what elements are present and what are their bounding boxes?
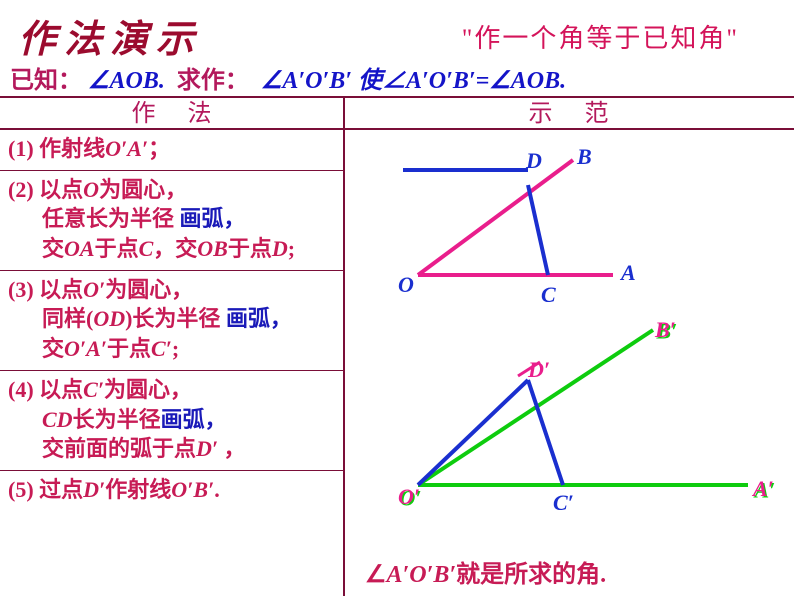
label-B: B: [577, 144, 592, 170]
step-3: (3) 以点O′为圆心， 同样(OD)长为半径 画弧， 交O′A′于点C′;: [0, 271, 343, 371]
label-D-prime: D′: [528, 357, 550, 383]
label-A-prime: A′: [753, 476, 774, 502]
label-C-prime: C′: [553, 490, 574, 516]
table-header-method: 作法: [0, 98, 343, 128]
known-label: 已知：: [10, 68, 82, 94]
known-angle: ∠AOB.: [88, 68, 165, 94]
toconstruct-angle: ∠A′O′B′ 使∠A′O′B′=∠AOB.: [261, 68, 566, 94]
main-title: 作法演示: [18, 8, 202, 63]
step-1: (1) 作射线O′A′；: [0, 130, 343, 171]
label-B-prime: B′: [655, 317, 676, 343]
label-O-prime: O′: [398, 484, 420, 510]
label-D: D: [526, 148, 542, 174]
sub-title: "作一个角等于已知角": [462, 18, 739, 55]
toconstruct-label: 求作：: [177, 68, 249, 94]
demo-panel: O A B C D O′ A′ B′ C′ D′: [343, 130, 794, 596]
header: 作法演示 "作一个角等于已知角": [0, 8, 794, 53]
step-5: (5) 过点D′作射线O′B′.: [0, 471, 343, 511]
table-header-demo: 示范: [343, 98, 794, 128]
label-A: A: [621, 260, 636, 286]
table-header-row: 作法 示范: [0, 96, 794, 130]
given-line: 已知： ∠AOB. 求作： ∠A′O′B′ 使∠A′O′B′=∠AOB.: [0, 58, 794, 101]
conclusion: ∠A′O′B′就是所求的角.: [365, 554, 606, 589]
step-2: (2) 以点O为圆心， 任意长为半径 画弧， 交OA于点C，交OB于点D;: [0, 171, 343, 271]
step-4: (4) 以点C′为圆心， CD长为半径画弧， 交前面的弧于点D′ ，: [0, 371, 343, 471]
steps-column: (1) 作射线O′A′； (2) 以点O为圆心， 任意长为半径 画弧， 交OA于…: [0, 130, 343, 511]
